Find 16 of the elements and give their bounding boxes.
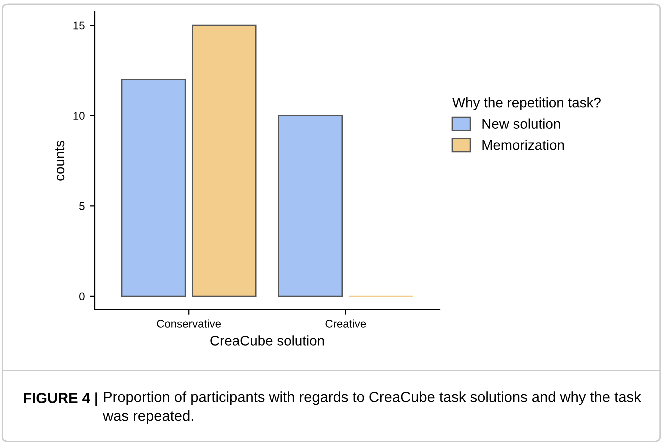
y-tick-label: 15 <box>74 22 85 30</box>
y-axis-title: counts <box>56 141 65 181</box>
legend-title: Why the repetition task? <box>452 98 601 110</box>
x-tick-label: Conservative <box>157 320 222 328</box>
x-tick-label: Creative <box>326 320 366 328</box>
x-axis-title: CreaCube solution <box>210 336 324 346</box>
bar <box>278 115 344 298</box>
legend-label: Memorization <box>482 140 564 150</box>
legend-label: New solution <box>482 118 560 129</box>
caption: FIGURE 4 | <box>24 392 98 407</box>
bar <box>192 24 257 298</box>
y-tick-label: 10 <box>74 112 85 120</box>
y-tick-label: 0 <box>80 292 85 301</box>
y-tick-label: 5 <box>80 202 85 210</box>
text: Proportion of participants with regards to CreaCube task solutions and why the task was repeated. <box>103 392 642 424</box>
bar <box>121 79 186 298</box>
